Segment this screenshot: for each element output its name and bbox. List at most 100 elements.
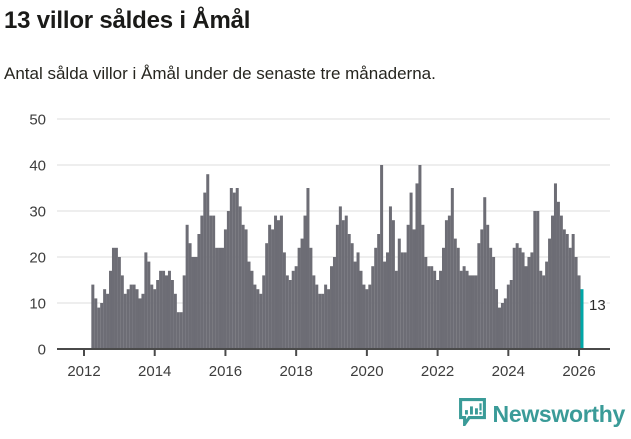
bar[interactable] (447, 215, 451, 349)
bar[interactable] (468, 275, 472, 349)
bar[interactable] (141, 293, 145, 349)
bar[interactable] (374, 247, 378, 349)
bar[interactable] (386, 252, 390, 349)
bar[interactable] (536, 211, 540, 349)
bar[interactable] (129, 284, 133, 349)
bar[interactable] (362, 284, 366, 349)
bar[interactable] (309, 247, 313, 349)
bar[interactable] (332, 257, 336, 349)
bar[interactable] (533, 211, 537, 349)
bar[interactable] (545, 261, 549, 349)
bar[interactable] (120, 275, 124, 349)
bar[interactable] (185, 224, 189, 349)
bar[interactable] (486, 224, 490, 349)
bar[interactable] (238, 206, 242, 349)
bar[interactable] (515, 243, 519, 349)
bar[interactable] (111, 247, 115, 349)
bar[interactable] (179, 312, 183, 349)
bar[interactable] (188, 243, 192, 349)
bar[interactable] (415, 183, 419, 349)
bar[interactable] (144, 252, 148, 349)
bar[interactable] (335, 224, 339, 349)
bar[interactable] (406, 224, 410, 349)
bar[interactable] (306, 188, 310, 349)
bar[interactable] (495, 289, 499, 349)
bar[interactable] (530, 252, 534, 349)
bar[interactable] (109, 270, 113, 349)
bar[interactable] (450, 188, 454, 349)
bar[interactable] (353, 261, 357, 349)
bar[interactable] (274, 215, 278, 349)
bar[interactable] (421, 224, 425, 349)
bar[interactable] (465, 270, 469, 349)
bar[interactable] (489, 247, 493, 349)
bar[interactable] (282, 252, 286, 349)
bar[interactable] (91, 284, 95, 349)
bar[interactable] (568, 247, 572, 349)
bar[interactable] (294, 266, 298, 349)
bar[interactable] (291, 270, 295, 349)
bar[interactable] (156, 280, 160, 349)
bar[interactable] (562, 229, 566, 349)
newsworthy-logo[interactable]: Newsworthy (458, 398, 625, 431)
bar[interactable] (444, 220, 448, 349)
bar[interactable] (492, 257, 496, 349)
bar[interactable] (412, 229, 416, 349)
bar[interactable] (453, 238, 457, 349)
bar[interactable] (524, 266, 528, 349)
bar[interactable] (265, 243, 269, 349)
bar[interactable] (176, 312, 180, 349)
bar[interactable] (424, 257, 428, 349)
bar[interactable] (235, 188, 239, 349)
bar[interactable] (262, 275, 266, 349)
bar[interactable] (565, 234, 569, 349)
bar[interactable] (153, 289, 157, 349)
bar[interactable] (347, 234, 351, 349)
bar[interactable] (253, 284, 257, 349)
bar[interactable] (232, 192, 236, 349)
bar[interactable] (506, 284, 510, 349)
bar[interactable] (397, 238, 401, 349)
bar[interactable] (297, 247, 301, 349)
bar[interactable] (509, 280, 513, 349)
bar[interactable] (288, 280, 292, 349)
bar[interactable] (433, 270, 437, 349)
bar[interactable] (162, 270, 166, 349)
bar[interactable] (123, 293, 127, 349)
bar[interactable] (215, 247, 219, 349)
bar[interactable] (285, 275, 289, 349)
bar[interactable] (212, 215, 216, 349)
bar[interactable] (456, 247, 460, 349)
bar[interactable] (132, 284, 136, 349)
bar[interactable] (324, 284, 328, 349)
bar-highlighted[interactable] (580, 289, 584, 349)
bar[interactable] (383, 261, 387, 349)
bar[interactable] (551, 215, 555, 349)
bar[interactable] (182, 275, 186, 349)
bar[interactable] (226, 211, 230, 349)
bar[interactable] (241, 224, 245, 349)
bar[interactable] (229, 188, 233, 349)
bar[interactable] (220, 247, 224, 349)
bar[interactable] (268, 224, 272, 349)
bar[interactable] (159, 270, 163, 349)
bar[interactable] (371, 266, 375, 349)
bar[interactable] (303, 215, 307, 349)
bar[interactable] (223, 229, 227, 349)
bar[interactable] (103, 289, 107, 349)
bar[interactable] (471, 275, 475, 349)
bar[interactable] (315, 284, 319, 349)
bar[interactable] (430, 266, 434, 349)
bar[interactable] (147, 261, 151, 349)
bar[interactable] (338, 206, 342, 349)
bar[interactable] (356, 252, 360, 349)
bar[interactable] (165, 275, 169, 349)
bar[interactable] (114, 247, 118, 349)
bar[interactable] (200, 215, 204, 349)
bar[interactable] (359, 270, 363, 349)
bar[interactable] (247, 261, 251, 349)
bar[interactable] (441, 247, 445, 349)
bar[interactable] (218, 247, 222, 349)
bar[interactable] (203, 192, 207, 349)
bar[interactable] (327, 289, 331, 349)
